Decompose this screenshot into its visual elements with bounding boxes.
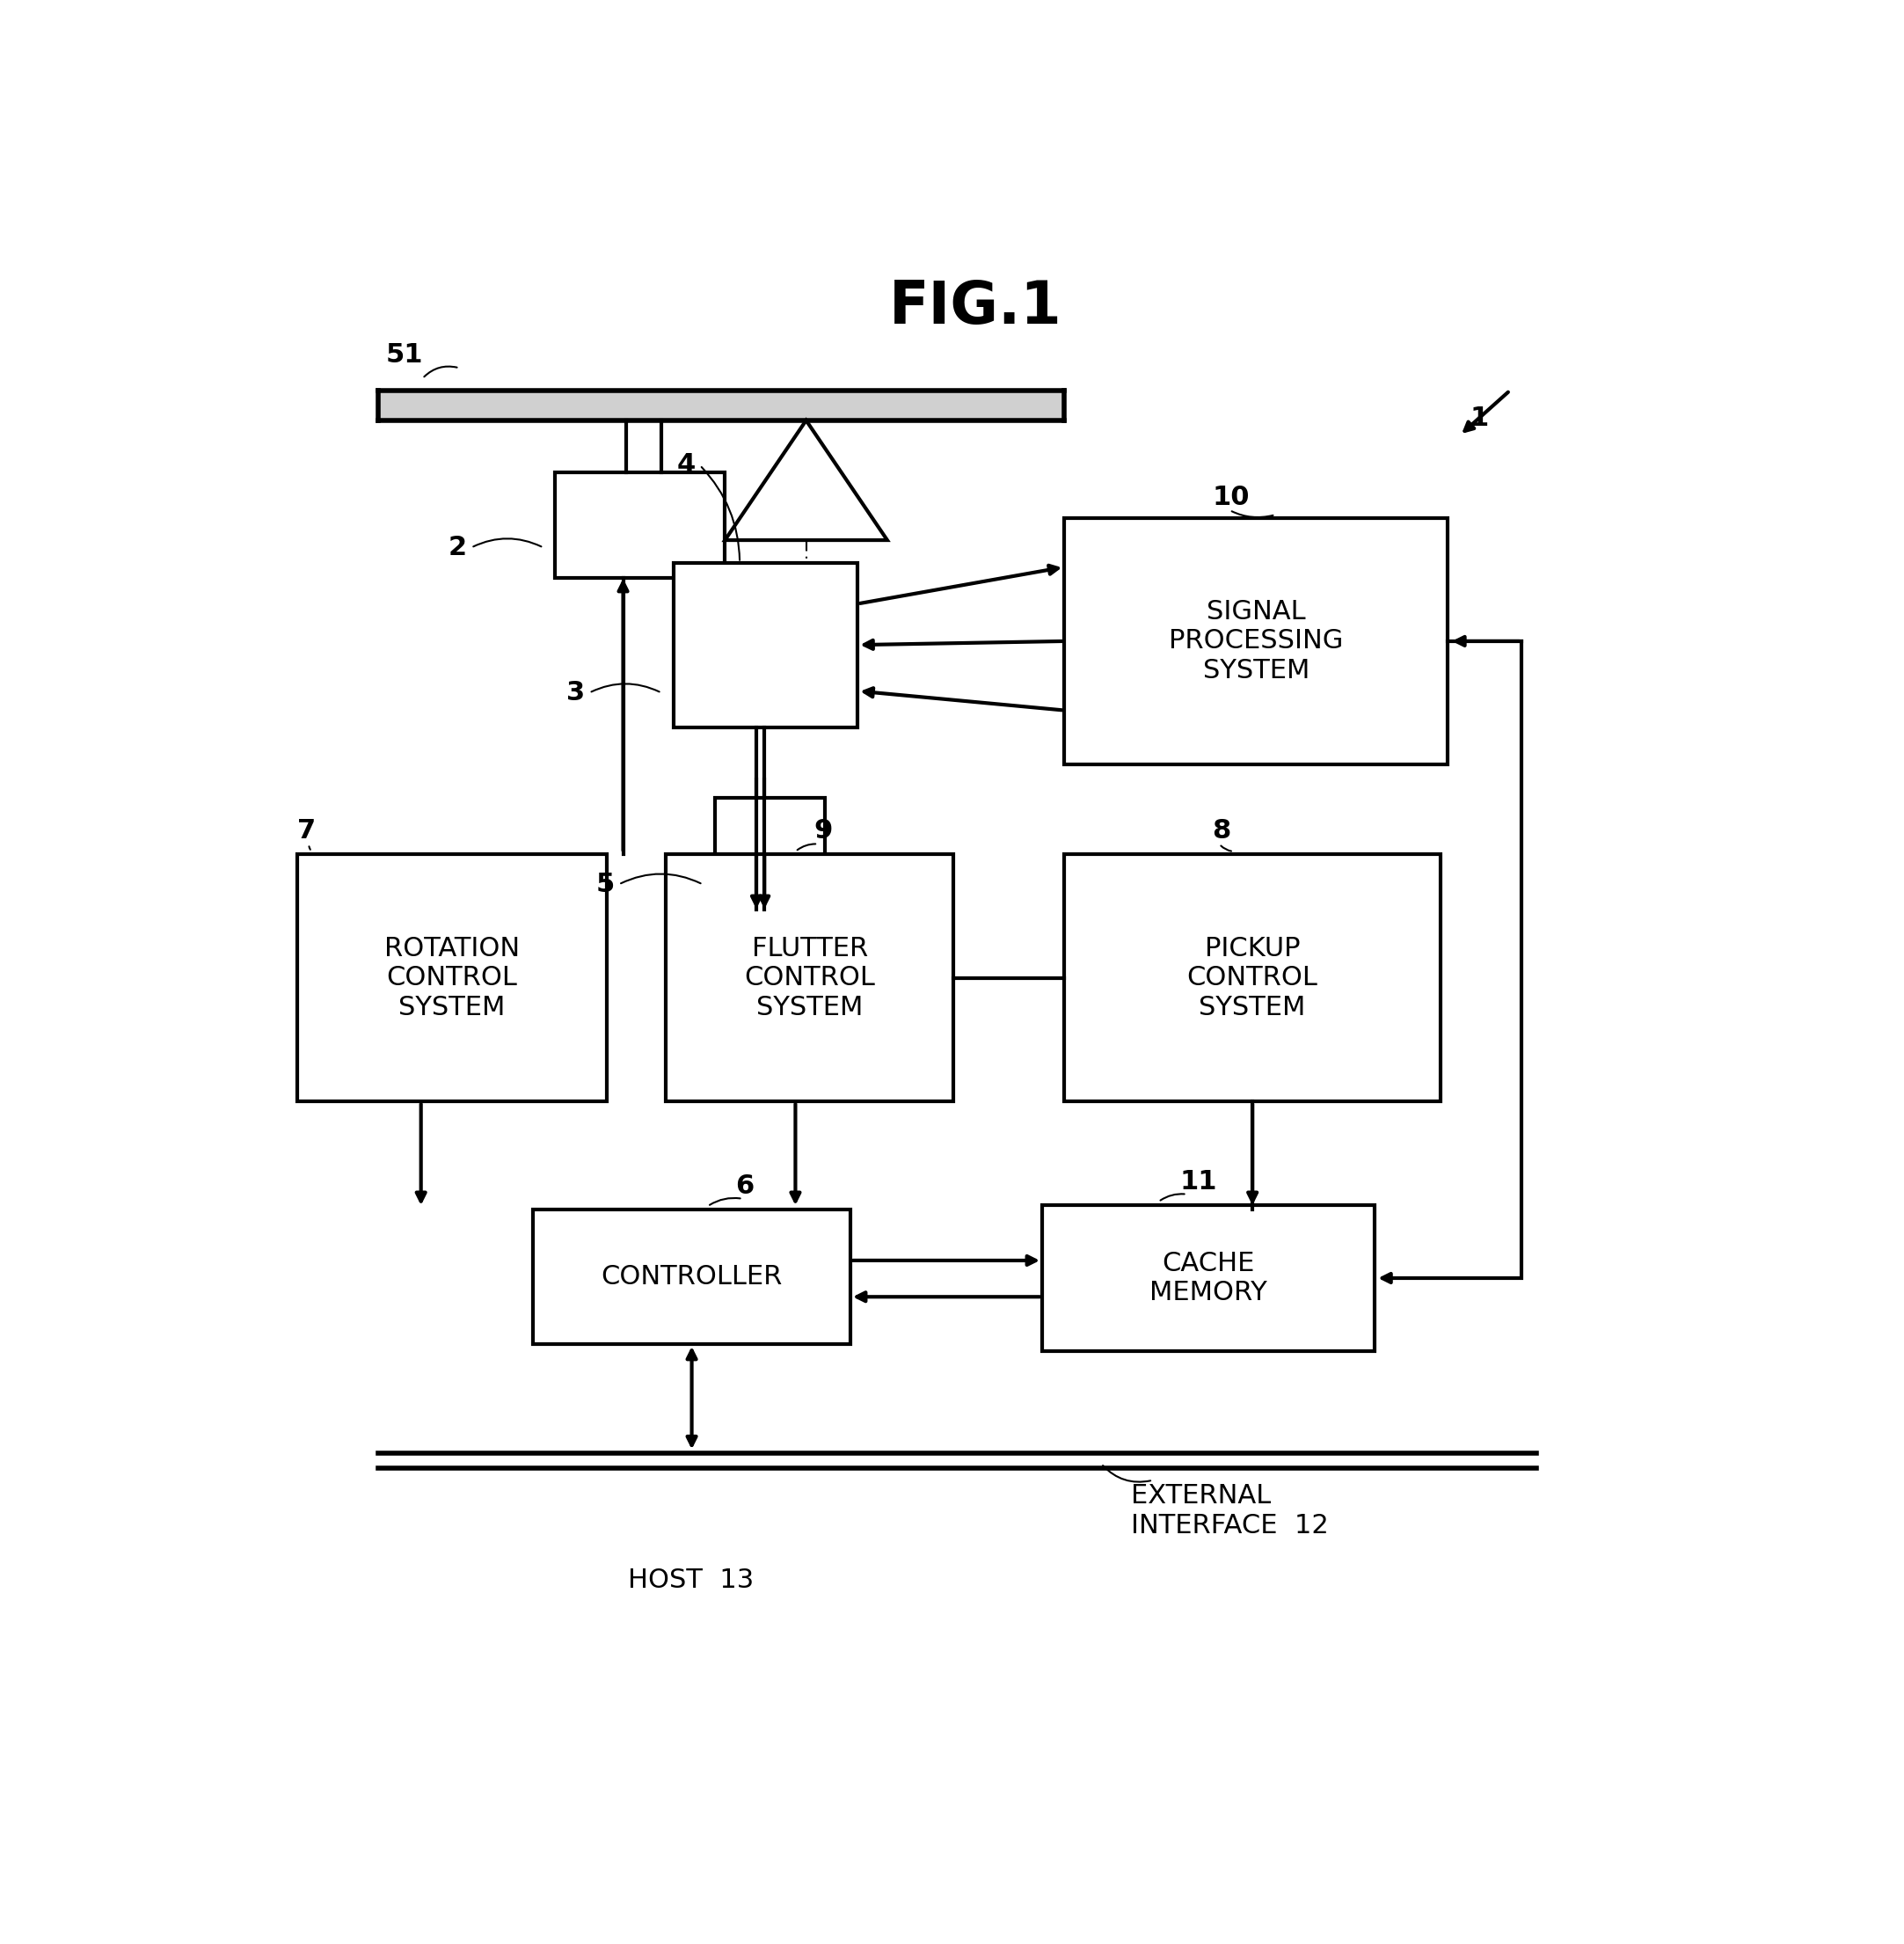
FancyBboxPatch shape (674, 562, 857, 727)
Text: FLUTTER
CONTROL
SYSTEM: FLUTTER CONTROL SYSTEM (744, 935, 876, 1021)
FancyBboxPatch shape (1041, 1205, 1375, 1351)
Text: SIGNAL
PROCESSING
SYSTEM: SIGNAL PROCESSING SYSTEM (1169, 599, 1344, 684)
FancyBboxPatch shape (1064, 855, 1441, 1102)
Text: 51: 51 (385, 342, 423, 367)
Polygon shape (725, 420, 887, 540)
Text: PICKUP
CONTROL
SYSTEM: PICKUP CONTROL SYSTEM (1186, 935, 1318, 1021)
Text: 4: 4 (676, 453, 695, 478)
Text: 8: 8 (1211, 818, 1230, 844)
Text: EXTERNAL
INTERFACE  12: EXTERNAL INTERFACE 12 (1131, 1483, 1329, 1538)
Text: 6: 6 (735, 1174, 754, 1199)
Text: 3: 3 (565, 680, 585, 706)
Text: HOST  13: HOST 13 (628, 1567, 754, 1594)
Text: 2: 2 (447, 535, 466, 560)
FancyBboxPatch shape (379, 391, 1064, 420)
Text: CONTROLLER: CONTROLLER (602, 1264, 783, 1289)
Text: CACHE
MEMORY: CACHE MEMORY (1150, 1250, 1266, 1306)
FancyBboxPatch shape (666, 855, 954, 1102)
FancyBboxPatch shape (1064, 517, 1449, 764)
FancyBboxPatch shape (714, 797, 824, 910)
Text: ROTATION
CONTROL
SYSTEM: ROTATION CONTROL SYSTEM (385, 935, 520, 1021)
Text: 10: 10 (1211, 484, 1249, 509)
FancyBboxPatch shape (556, 472, 725, 577)
Text: 7: 7 (297, 818, 316, 844)
Text: 5: 5 (596, 871, 615, 898)
FancyBboxPatch shape (533, 1209, 851, 1343)
Text: 1: 1 (1470, 406, 1489, 432)
Text: 9: 9 (813, 818, 832, 844)
Text: 11: 11 (1179, 1168, 1217, 1194)
FancyBboxPatch shape (297, 855, 607, 1102)
Text: FIG.1: FIG.1 (889, 278, 1062, 336)
